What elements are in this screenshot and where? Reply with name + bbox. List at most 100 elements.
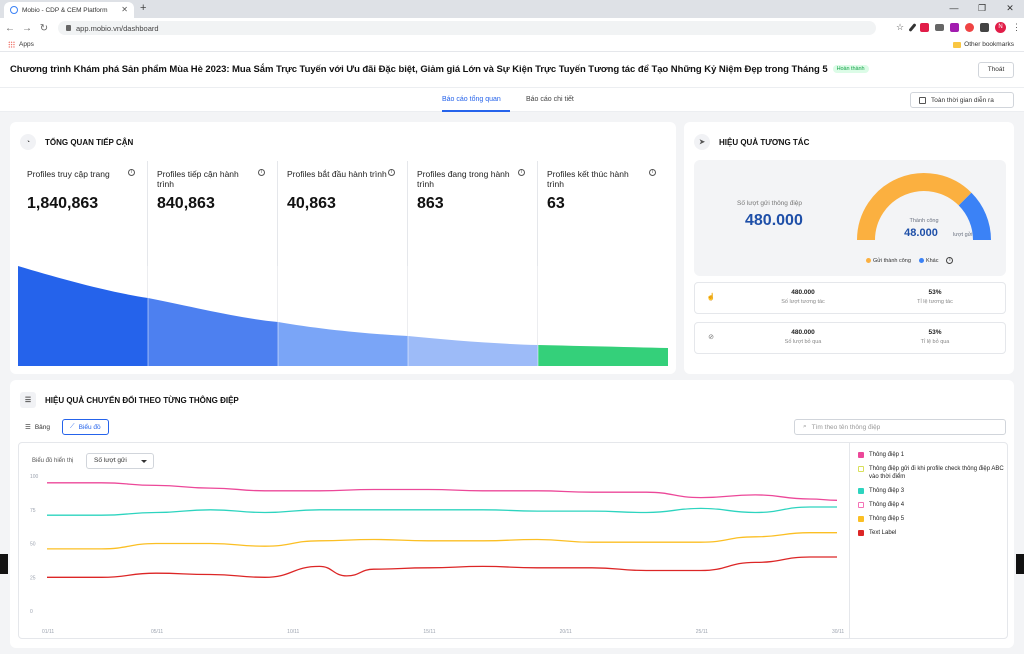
legend-item[interactable]: Thông điệp 4 bbox=[858, 501, 1009, 509]
star-icon[interactable]: ☆ bbox=[896, 22, 905, 32]
eyedropper-icon[interactable] bbox=[908, 23, 917, 32]
legend-item[interactable]: Text Label bbox=[858, 529, 1009, 537]
legend-item[interactable]: Thông điệp gửi đi khi profile check thôn… bbox=[858, 465, 1009, 481]
metric-label: Profiles bắt đầu hành trình bbox=[287, 169, 387, 179]
time-range-button[interactable]: Toàn thời gian diễn ra bbox=[910, 92, 1014, 108]
status-badge: Hoàn thành bbox=[832, 65, 869, 74]
metric-value: 1,840,863 bbox=[27, 195, 99, 212]
extension-icons: ☆ N ⋮ bbox=[896, 22, 1021, 33]
metric-label: Profiles truy cập trang bbox=[27, 169, 110, 179]
legend-checkbox[interactable] bbox=[858, 502, 864, 508]
overview-header: ◔ TỔNG QUAN TIẾP CẬN bbox=[20, 134, 133, 150]
table-icon: ☰ bbox=[25, 424, 31, 431]
skip-icon: ⊘ bbox=[708, 334, 714, 341]
chart-legend: Thông điệp 1 Thông điệp gửi đi khi profi… bbox=[849, 443, 1009, 638]
series-line bbox=[47, 556, 837, 578]
browser-tab-strip: Mobio - CDP & CEM Platform ✕ + — ❐ ✕ bbox=[0, 0, 1024, 18]
stat-rate-label: Tỉ lệ tương tác bbox=[917, 299, 953, 305]
conversion-chart-panel: Biểu đồ hiển thị Số lượt gửi 0 25 50 75 100 0… bbox=[18, 442, 1008, 639]
extension-red-icon[interactable] bbox=[965, 23, 974, 32]
metric-label: Profiles tiếp cận hành trình bbox=[157, 169, 239, 189]
legend-item[interactable]: Thông điệp 3 bbox=[858, 487, 1009, 495]
display-metric-select[interactable]: Số lượt gửi bbox=[86, 453, 154, 469]
dashboard-page: Chương trình Khám phá Sản phẩm Mùa Hè 20… bbox=[0, 52, 1024, 654]
info-icon[interactable]: i bbox=[128, 169, 135, 176]
x-tick-label: 20/11 bbox=[560, 629, 572, 635]
send-icon: ➤ bbox=[694, 134, 710, 150]
legend-checkbox[interactable] bbox=[858, 452, 864, 458]
x-tick-label: 10/11 bbox=[287, 629, 299, 635]
click-icon: ☝ bbox=[706, 294, 716, 301]
other-bookmarks-label: Other bookmarks bbox=[964, 41, 1014, 48]
legend-label: Thông điệp gửi đi khi profile check thôn… bbox=[869, 466, 1004, 480]
time-range-label: Toàn thời gian diễn ra bbox=[931, 96, 994, 104]
back-icon[interactable]: ← bbox=[5, 22, 15, 34]
gauge-success-label: Thành công bbox=[909, 218, 938, 224]
y-tick-label: 25 bbox=[30, 575, 36, 581]
camera-icon[interactable] bbox=[935, 24, 944, 31]
info-icon[interactable]: i bbox=[258, 169, 265, 176]
info-icon[interactable]: i bbox=[946, 257, 954, 264]
legend-checkbox[interactable] bbox=[858, 466, 864, 472]
success-gauge-chart: Thành công 48.000 lượt gửi bbox=[857, 173, 991, 241]
browser-tab[interactable]: Mobio - CDP & CEM Platform ✕ bbox=[4, 2, 134, 18]
message-search-input[interactable]: ⌕ Tìm theo tên thông điệp bbox=[794, 419, 1006, 435]
legend-checkbox[interactable] bbox=[858, 516, 864, 522]
profile-avatar[interactable]: N bbox=[995, 22, 1006, 33]
series-line bbox=[47, 482, 838, 501]
gauge-other-arc bbox=[958, 192, 991, 241]
y-tick-label: 100 bbox=[30, 474, 39, 480]
restore-icon[interactable]: ❐ bbox=[977, 3, 987, 13]
extension-pink-icon[interactable] bbox=[920, 23, 929, 32]
conversion-title: HIỆU QUẢ CHUYỂN ĐỔI THEO TỪNG THÔNG ĐIỆP bbox=[45, 395, 239, 405]
search-placeholder: Tìm theo tên thông điệp bbox=[811, 423, 881, 431]
engagement-title: HIỆU QUẢ TƯƠNG TÁC bbox=[719, 137, 810, 147]
skip-stats: ⊘ 480.000 Số lượt bỏ qua 53% Tỉ lệ bỏ qu… bbox=[694, 322, 1006, 354]
funnel-segment-3 bbox=[278, 322, 408, 366]
gauge-success-unit: lượt gửi bbox=[953, 231, 973, 238]
menu-icon[interactable]: ⋮ bbox=[1012, 22, 1021, 32]
report-tabs: Báo cáo tổng quan Báo cáo chi tiết Toàn … bbox=[0, 88, 1024, 112]
interaction-stats: ☝ 480.000 Số lượt tương tác 53% Tỉ lệ tư… bbox=[694, 282, 1006, 314]
legend-item[interactable]: Thông điệp 5 bbox=[858, 515, 1009, 523]
info-icon[interactable]: i bbox=[518, 169, 525, 176]
stat-rate-value: 53% bbox=[928, 289, 942, 296]
extension-purple-icon[interactable] bbox=[950, 23, 959, 32]
legend-label: Thông điệp 3 bbox=[869, 488, 905, 494]
other-bookmarks[interactable]: Other bookmarks bbox=[953, 41, 1014, 48]
minimize-icon[interactable]: — bbox=[949, 3, 959, 13]
reach-funnel-chart bbox=[18, 266, 668, 366]
edge-marker bbox=[1016, 554, 1024, 574]
bookmark-apps[interactable]: Apps bbox=[8, 41, 34, 48]
info-icon[interactable]: i bbox=[388, 169, 395, 176]
forward-icon[interactable]: → bbox=[22, 22, 32, 34]
legend-checkbox[interactable] bbox=[858, 488, 864, 494]
table-view-button[interactable]: ☰ Bảng bbox=[18, 419, 57, 435]
window-controls: — ❐ ✕ bbox=[940, 0, 1024, 18]
edge-marker bbox=[0, 554, 8, 574]
search-icon: ⌕ bbox=[803, 423, 807, 430]
new-tab-icon[interactable]: + bbox=[140, 2, 147, 14]
tab-detail-report[interactable]: Báo cáo chi tiết bbox=[526, 96, 574, 103]
stat-value: 480.000 bbox=[791, 289, 815, 296]
address-bar[interactable]: app.mobio.vn/dashboard bbox=[58, 21, 876, 35]
tab-overview-report[interactable]: Báo cáo tổng quan bbox=[442, 96, 501, 103]
reload-icon[interactable]: ↻ bbox=[39, 22, 49, 34]
url-text: app.mobio.vn/dashboard bbox=[76, 23, 159, 33]
puzzle-icon[interactable] bbox=[980, 23, 989, 32]
info-icon[interactable]: i bbox=[649, 169, 656, 176]
logout-button[interactable]: Thoát bbox=[978, 62, 1014, 78]
page-title: Chương trình Khám phá Sản phẩm Mùa Hè 20… bbox=[10, 64, 869, 75]
gauge-success-value: 48.000 bbox=[904, 227, 938, 239]
legend-item[interactable]: Thông điệp 1 bbox=[858, 451, 1009, 459]
campaign-title: Chương trình Khám phá Sản phẩm Mùa Hè 20… bbox=[10, 64, 828, 75]
engagement-header: ➤ HIỆU QUẢ TƯƠNG TÁC bbox=[694, 134, 809, 150]
engagement-card: ➤ HIỆU QUẢ TƯƠNG TÁC Số lượt gửi thông đ… bbox=[684, 122, 1014, 374]
close-window-icon[interactable]: ✕ bbox=[1006, 3, 1014, 13]
x-tick-label: 15/11 bbox=[423, 629, 435, 635]
legend-success-label: Gửi thành công bbox=[873, 257, 911, 264]
legend-checkbox[interactable] bbox=[858, 530, 864, 536]
campaign-header: Chương trình Khám phá Sản phẩm Mùa Hè 20… bbox=[0, 52, 1024, 88]
close-tab-icon[interactable]: ✕ bbox=[121, 5, 128, 14]
chart-view-button[interactable]: ⟋ Biểu đồ bbox=[62, 419, 109, 435]
